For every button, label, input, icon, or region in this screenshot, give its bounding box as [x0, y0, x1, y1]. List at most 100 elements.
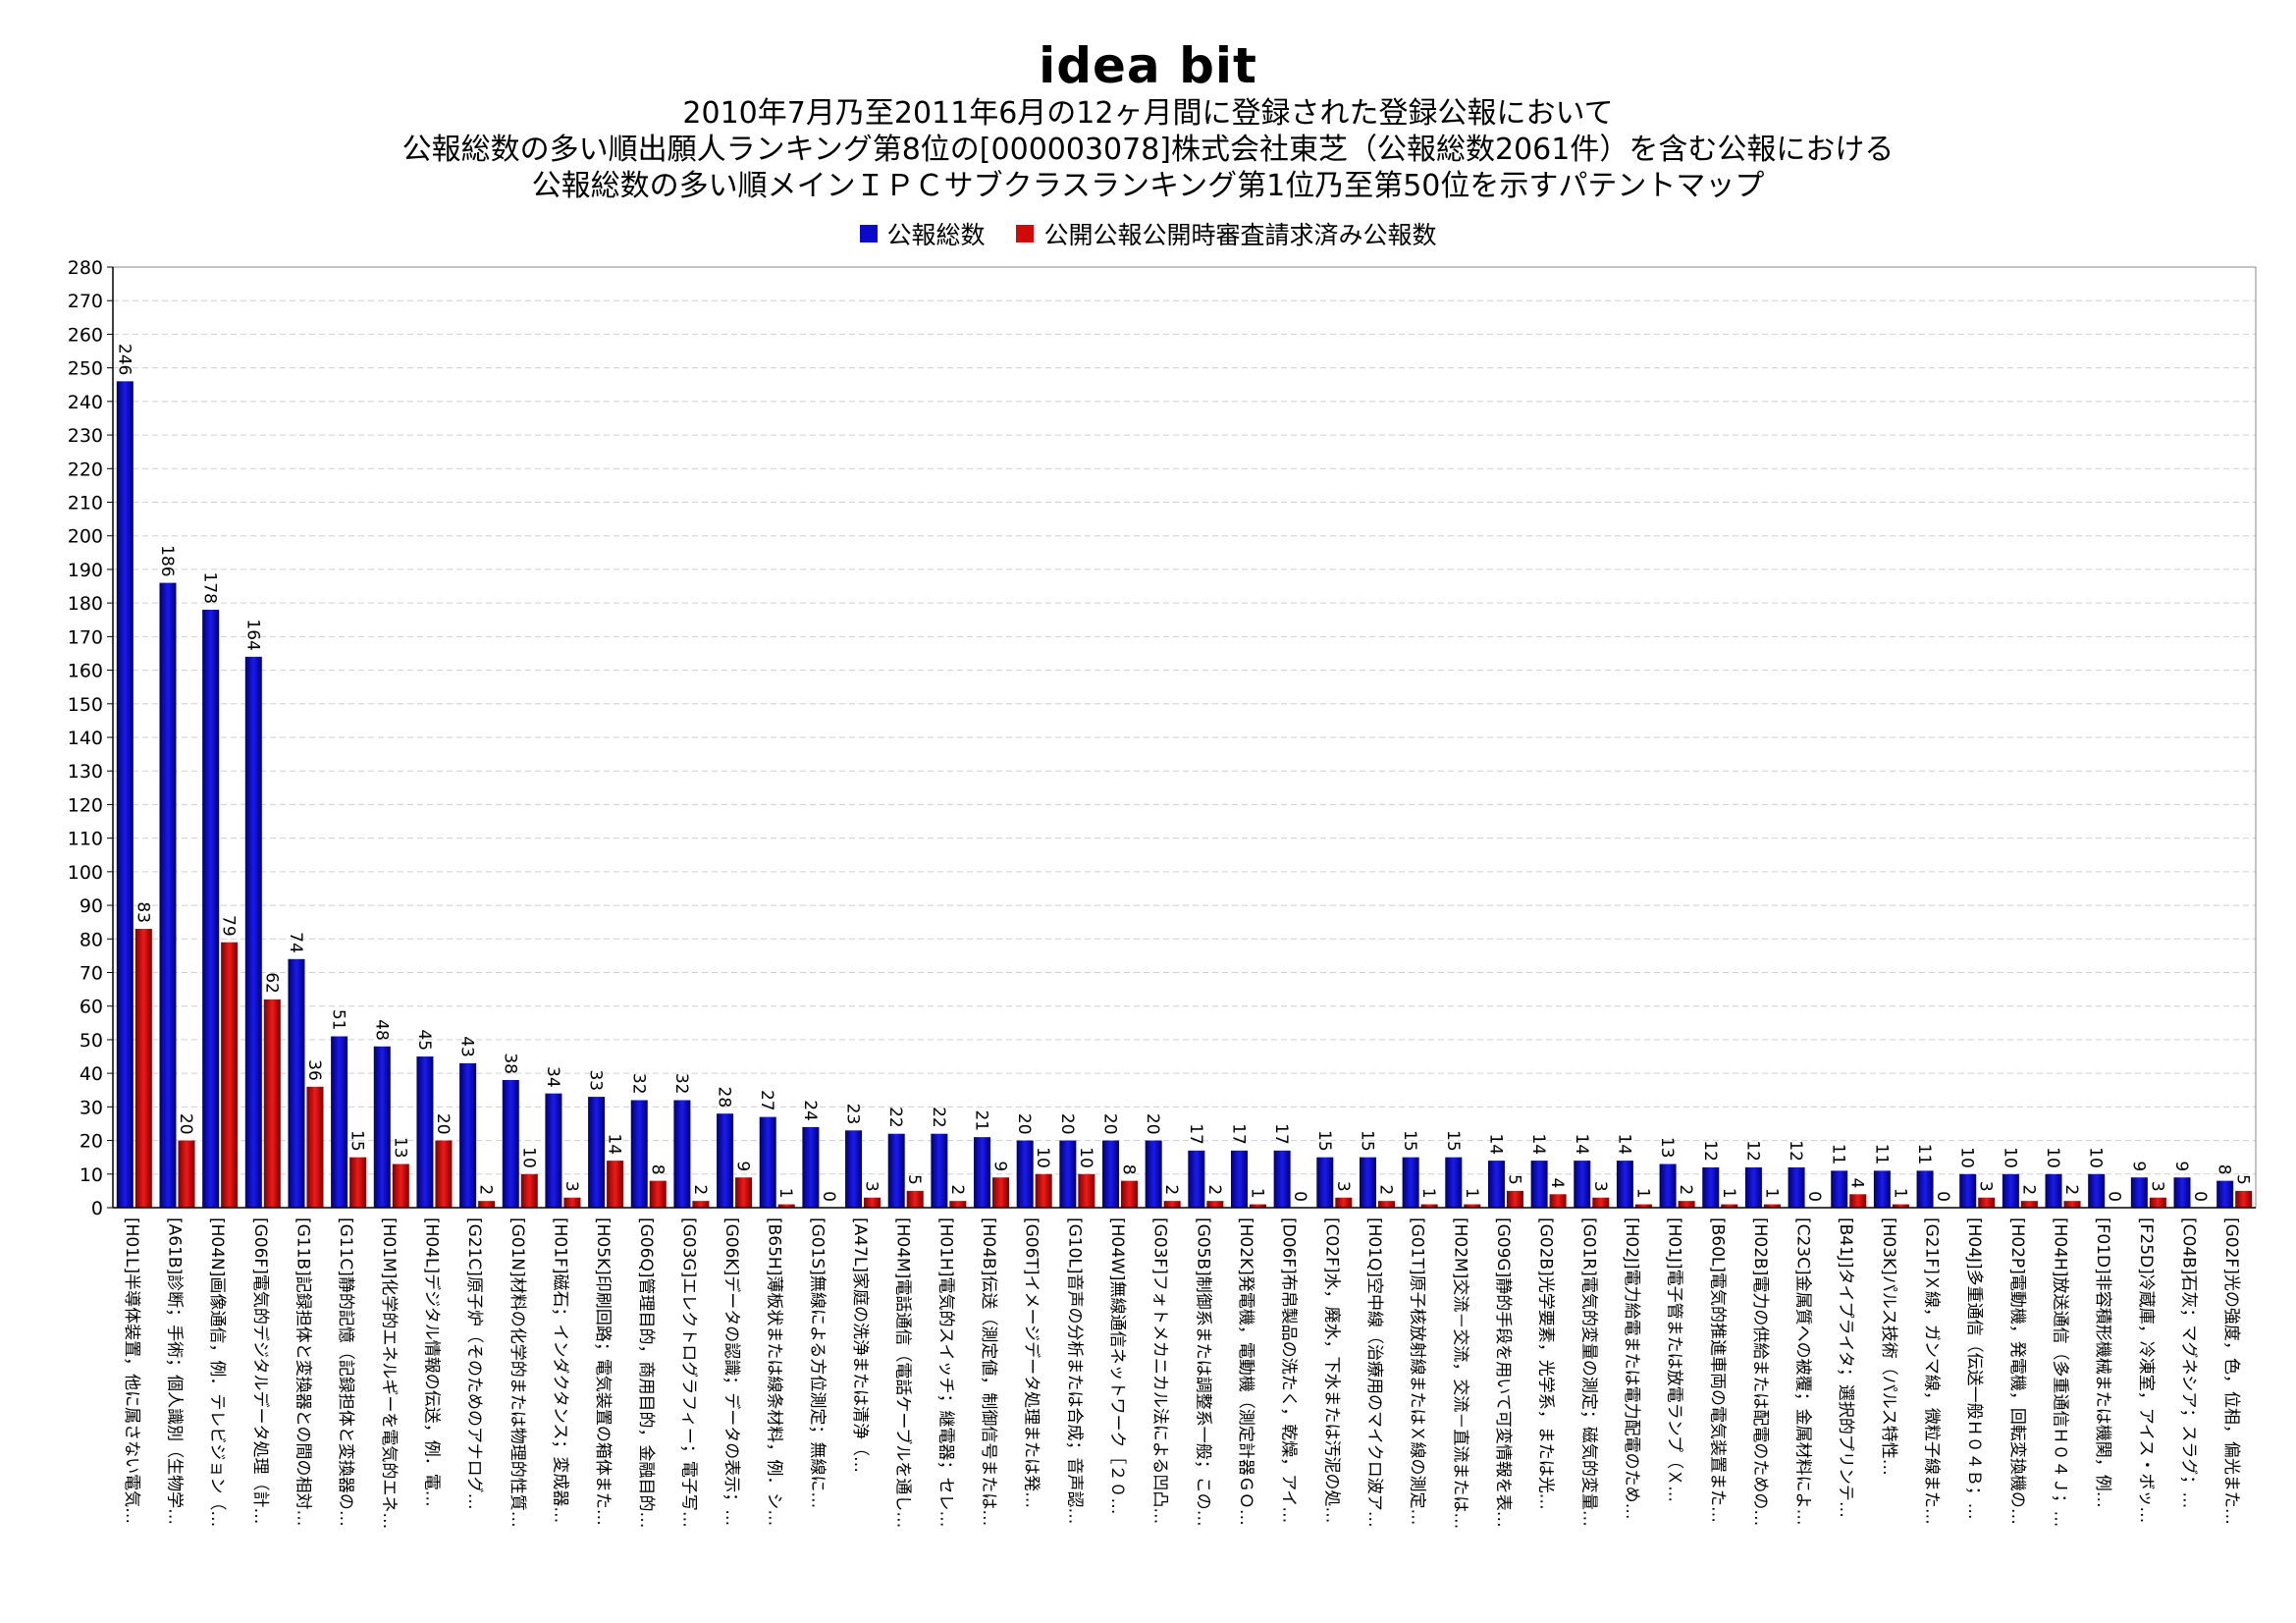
data-label-series-1: 13	[1657, 1137, 1677, 1159]
data-label-series-1: 20	[1057, 1113, 1077, 1135]
bar-series-2	[1721, 1204, 1738, 1208]
data-label-series-2: 2	[476, 1184, 496, 1195]
bar-series-2	[777, 1204, 795, 1208]
data-label-series-1: 20	[1100, 1113, 1120, 1135]
bar-series-1	[759, 1116, 776, 1208]
y-tick-label: 10	[80, 1164, 103, 1186]
data-label-series-2: 10	[518, 1147, 538, 1168]
bar-series-1	[1831, 1170, 1848, 1208]
y-tick-label: 140	[68, 728, 103, 749]
data-label-series-1: 27	[757, 1090, 776, 1111]
data-label-series-2: 1	[1462, 1188, 1481, 1199]
data-label-series-1: 8	[2215, 1164, 2234, 1175]
bar-series-1	[159, 582, 177, 1208]
category-label: [H02K]発電機，電動機（測定計器ＧＯ…	[1236, 1217, 1255, 1526]
data-label-series-1: 12	[1742, 1140, 1762, 1162]
category-label: [G10L]音声の分析または合成；音声認…	[1064, 1217, 1084, 1525]
bar-series-2	[1892, 1204, 1909, 1208]
category-label: [D06F]布帛製品の洗たく，乾燥，アイ…	[1279, 1217, 1299, 1523]
data-label-series-1: 33	[586, 1069, 606, 1091]
data-label-series-2: 14	[605, 1133, 624, 1155]
data-label-series-2: 2	[690, 1184, 710, 1195]
category-label: [H04M]電話通信（電話ケーブルを通し…	[893, 1217, 914, 1528]
bar-series-2	[263, 999, 281, 1208]
category-label: [H04N]画像通信，例．テレビジョン（…	[207, 1217, 227, 1527]
data-label-series-2: 1	[775, 1188, 795, 1199]
y-tick-label: 240	[68, 392, 103, 413]
bar-series-1	[673, 1100, 691, 1208]
category-label: [G01N]材料の化学的または物理的性質…	[507, 1217, 527, 1528]
data-label-series-1: 20	[1143, 1113, 1162, 1135]
category-label: [H05K]印刷回路；電気装置の箱体また…	[593, 1217, 613, 1526]
category-label: [G09G]静的手段を用いて可変情報を表…	[1493, 1217, 1513, 1528]
bar-series-1	[1487, 1161, 1505, 1208]
bar-series-2	[1506, 1190, 1523, 1208]
category-label: [H01J]電子管または放電ランプ（Ｘ…	[1665, 1217, 1684, 1502]
data-label-series-2: 36	[304, 1059, 324, 1081]
bar-series-1	[630, 1100, 648, 1208]
bar-series-2	[692, 1201, 710, 1208]
data-label-series-2: 10	[1076, 1147, 1095, 1168]
data-label-series-2: 15	[347, 1130, 367, 1152]
category-label: [B65H]薄板状または線条材料，例．シ…	[765, 1217, 784, 1526]
data-label-series-2: 0	[819, 1191, 838, 1202]
bar-series-2	[2235, 1190, 2253, 1208]
data-label-series-1: 45	[414, 1029, 434, 1051]
data-label-series-2: 2	[1375, 1184, 1395, 1195]
y-tick-label: 20	[80, 1131, 103, 1153]
bar-series-1	[974, 1137, 991, 1208]
bar-series-2	[992, 1177, 1010, 1208]
data-label-series-1: 74	[286, 932, 305, 953]
data-label-series-2: 0	[1933, 1191, 1952, 1202]
data-label-series-1: 20	[1014, 1113, 1034, 1135]
data-label-series-1: 10	[2086, 1147, 2106, 1168]
bar-series-1	[545, 1093, 562, 1208]
y-tick-label: 70	[80, 963, 103, 985]
data-label-series-1: 28	[715, 1087, 734, 1109]
y-tick-label: 250	[68, 358, 103, 380]
data-label-series-1: 14	[1614, 1133, 1633, 1155]
bar-series-2	[306, 1086, 324, 1208]
data-label-series-2: 2	[2018, 1184, 2038, 1195]
category-label: [C04B]石灰；マグネシア；スラグ；…	[2179, 1217, 2199, 1508]
bar-series-1	[1959, 1173, 1977, 1208]
data-label-series-2: 1	[1418, 1188, 1438, 1199]
y-tick-label: 50	[80, 1030, 103, 1052]
category-label: [G11B]記録担体と変換器との間の相対…	[293, 1217, 312, 1527]
data-label-series-1: 11	[1914, 1144, 1934, 1165]
bar-series-2	[607, 1161, 624, 1208]
bar-series-1	[459, 1062, 477, 1208]
bar-series-1	[2002, 1173, 2019, 1208]
data-label-series-1: 38	[500, 1053, 519, 1074]
bar-series-2	[435, 1140, 453, 1208]
data-label-series-2: 3	[862, 1181, 881, 1192]
data-label-series-2: 10	[1033, 1147, 1052, 1168]
y-tick-label: 230	[68, 425, 103, 447]
y-tick-label: 0	[91, 1198, 103, 1219]
category-label: [H04W]無線通信ネットワーク［２０…	[1107, 1217, 1127, 1515]
data-label-series-1: 11	[1871, 1144, 1891, 1165]
bar-series-2	[1335, 1197, 1353, 1208]
category-label: [C23C]金属質への被覆；金属材料によ…	[1793, 1217, 1813, 1526]
data-label-series-2: 3	[1590, 1181, 1610, 1192]
bar-series-2	[520, 1173, 538, 1208]
category-label: [G01R]電気的変量の測定；磁気的変量…	[1578, 1217, 1598, 1527]
data-label-series-1: 43	[457, 1036, 477, 1057]
data-label-series-1: 15	[1443, 1130, 1463, 1152]
category-label: [C02F]水，廃水，下水または汚泥の処…	[1321, 1217, 1341, 1524]
bar-series-1	[2173, 1177, 2191, 1208]
y-tick-label: 130	[68, 761, 103, 783]
data-label-series-2: 13	[390, 1137, 409, 1159]
bar-series-2	[1634, 1204, 1652, 1208]
data-label-series-1: 14	[1528, 1133, 1548, 1155]
category-label: [G02F]光の強度，色，位相，偏光また…	[2221, 1217, 2241, 1525]
data-label-series-2: 0	[2105, 1191, 2124, 1202]
category-label: [H01F]磁石；インダクタンス；変成器…	[550, 1217, 569, 1523]
bar-series-1	[845, 1130, 863, 1208]
data-label-series-1: 15	[1400, 1130, 1419, 1152]
bar-series-1	[202, 609, 220, 1208]
data-label-series-2: 20	[176, 1113, 195, 1135]
y-tick-label: 100	[68, 862, 103, 884]
category-label: [G01S]無線による方位測定；無線に…	[807, 1217, 827, 1508]
